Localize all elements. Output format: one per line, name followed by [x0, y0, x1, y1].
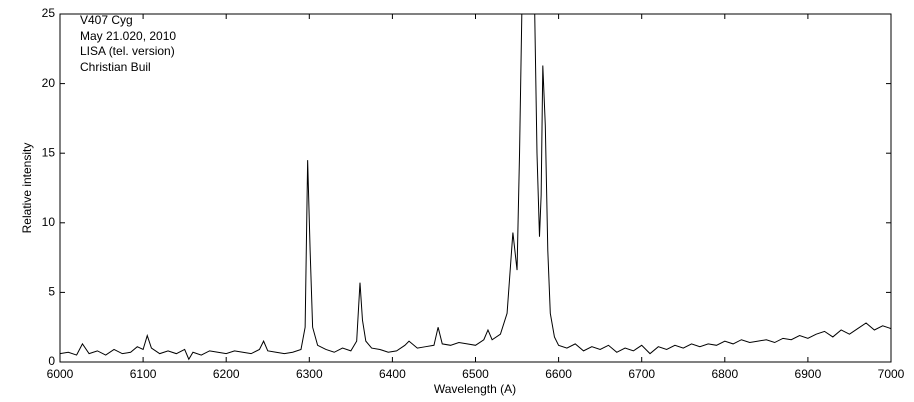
y-tick-label: 0 — [48, 354, 55, 368]
plot-frame — [59, 13, 892, 363]
x-tick-label: 6400 — [379, 367, 406, 381]
annotation: Christian Buil — [80, 60, 151, 74]
y-axis-label: Relative intensity — [20, 143, 34, 234]
x-tick-label: 6100 — [130, 367, 157, 381]
annotation: May 21.020, 2010 — [80, 29, 176, 43]
x-tick-label: 6300 — [296, 367, 323, 381]
x-tick-label: 6700 — [628, 367, 655, 381]
x-tick-label: 6000 — [47, 367, 74, 381]
y-tick-label: 10 — [42, 215, 56, 229]
y-tick-label: 15 — [42, 145, 56, 159]
x-tick-label: 6200 — [213, 367, 240, 381]
y-tick-label: 25 — [42, 6, 56, 20]
y-tick-label: 20 — [42, 76, 56, 90]
annotation: V407 Cyg — [80, 13, 133, 27]
x-tick-label: 7000 — [878, 367, 905, 381]
spectrum-line — [60, 14, 891, 361]
y-tick-label: 5 — [48, 285, 55, 299]
x-axis-label: Wavelength (A) — [434, 382, 516, 396]
x-tick-label: 6900 — [795, 367, 822, 381]
annotation: LISA (tel. version) — [80, 44, 175, 58]
x-tick-label: 6800 — [711, 367, 738, 381]
x-tick-label: 6600 — [545, 367, 572, 381]
x-tick-label: 6500 — [462, 367, 489, 381]
